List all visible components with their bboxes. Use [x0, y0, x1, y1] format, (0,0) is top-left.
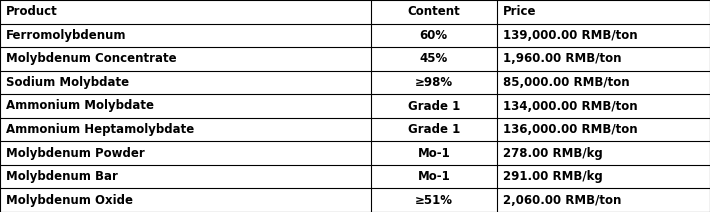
Bar — [0, 141, 371, 165]
Text: Sodium Molybdate: Sodium Molybdate — [6, 76, 129, 89]
Text: 1,960.00 RMB/ton: 1,960.00 RMB/ton — [503, 52, 621, 65]
Text: Ammonium Molybdate: Ammonium Molybdate — [6, 99, 153, 113]
Text: 278.00 RMB/kg: 278.00 RMB/kg — [503, 147, 602, 160]
Text: 134,000.00 RMB/ton: 134,000.00 RMB/ton — [503, 99, 638, 113]
Bar — [497, 0, 710, 24]
Bar — [371, 141, 497, 165]
Text: Ammonium Heptamolybdate: Ammonium Heptamolybdate — [6, 123, 194, 136]
Bar — [371, 118, 497, 141]
Bar — [497, 47, 710, 71]
Text: ≥51%: ≥51% — [415, 194, 453, 207]
Bar — [0, 188, 371, 212]
Bar — [497, 24, 710, 47]
Bar — [497, 118, 710, 141]
Bar — [371, 24, 497, 47]
Bar — [0, 0, 371, 24]
Text: Mo-1: Mo-1 — [417, 147, 450, 160]
Bar — [0, 47, 371, 71]
Text: ≥98%: ≥98% — [415, 76, 453, 89]
Text: Ferromolybdenum: Ferromolybdenum — [6, 29, 126, 42]
Bar — [497, 94, 710, 118]
Bar — [371, 94, 497, 118]
Text: Product: Product — [6, 5, 58, 18]
Bar — [0, 94, 371, 118]
Bar — [497, 71, 710, 94]
Text: Content: Content — [408, 5, 460, 18]
Bar — [371, 188, 497, 212]
Text: 2,060.00 RMB/ton: 2,060.00 RMB/ton — [503, 194, 621, 207]
Text: Mo-1: Mo-1 — [417, 170, 450, 183]
Bar — [371, 71, 497, 94]
Text: Molybdenum Oxide: Molybdenum Oxide — [6, 194, 133, 207]
Text: Grade 1: Grade 1 — [408, 99, 460, 113]
Bar — [497, 188, 710, 212]
Text: Grade 1: Grade 1 — [408, 123, 460, 136]
Text: Molybdenum Powder: Molybdenum Powder — [6, 147, 144, 160]
Text: Price: Price — [503, 5, 536, 18]
Text: Molybdenum Concentrate: Molybdenum Concentrate — [6, 52, 176, 65]
Text: 139,000.00 RMB/ton: 139,000.00 RMB/ton — [503, 29, 638, 42]
Bar — [497, 141, 710, 165]
Text: 291.00 RMB/kg: 291.00 RMB/kg — [503, 170, 602, 183]
Bar — [497, 165, 710, 188]
Bar — [0, 118, 371, 141]
Bar — [0, 71, 371, 94]
Bar — [0, 24, 371, 47]
Text: 85,000.00 RMB/ton: 85,000.00 RMB/ton — [503, 76, 629, 89]
Text: 136,000.00 RMB/ton: 136,000.00 RMB/ton — [503, 123, 638, 136]
Text: Molybdenum Bar: Molybdenum Bar — [6, 170, 118, 183]
Bar — [371, 0, 497, 24]
Bar — [371, 165, 497, 188]
Bar — [371, 47, 497, 71]
Text: 60%: 60% — [420, 29, 448, 42]
Bar — [0, 165, 371, 188]
Text: 45%: 45% — [420, 52, 448, 65]
